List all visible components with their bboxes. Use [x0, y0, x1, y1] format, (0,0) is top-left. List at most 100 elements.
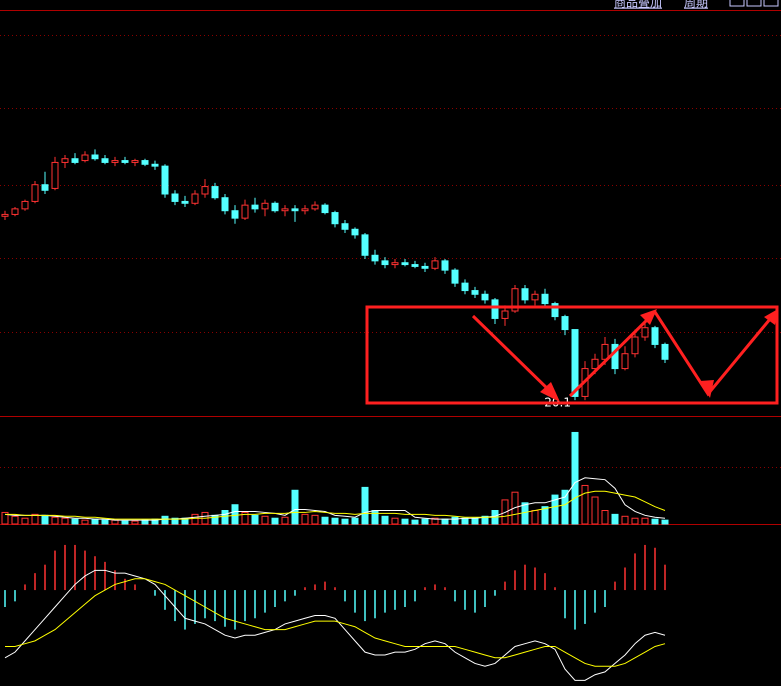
candle-body — [111, 160, 119, 163]
volume-bar — [321, 516, 329, 525]
volume-bar — [661, 519, 669, 525]
candle-body — [661, 343, 669, 360]
candle-body — [461, 282, 469, 292]
candle-body — [421, 265, 429, 269]
volume-bar — [131, 520, 139, 525]
indicator-line — [5, 578, 666, 667]
candle-body — [91, 154, 99, 160]
volume-bar — [521, 502, 529, 525]
candle-body — [251, 204, 259, 210]
arrowhead — [700, 380, 714, 398]
candle-body — [311, 204, 319, 210]
candle-body — [391, 262, 399, 266]
volume-bar — [621, 515, 629, 525]
candle-body — [471, 290, 479, 295]
volume-bar — [311, 514, 319, 525]
candle-body — [211, 186, 219, 199]
candle-body — [441, 260, 449, 271]
volume-bar — [611, 513, 619, 525]
candle-body — [561, 316, 569, 331]
volume-bar — [451, 516, 459, 525]
volume-bar — [121, 520, 129, 525]
volume-bar — [341, 518, 349, 525]
candle-body — [181, 200, 189, 204]
candle-body — [501, 310, 509, 319]
volume-bar — [21, 517, 29, 525]
volume-bar — [351, 517, 359, 525]
frame — [0, 10, 781, 525]
toolbar-button[interactable] — [746, 0, 762, 7]
volume-bar — [381, 515, 389, 525]
candle-body — [541, 293, 549, 305]
candle-body — [621, 353, 629, 370]
candle-body — [341, 223, 349, 230]
candle-body — [261, 202, 269, 210]
candle-body — [101, 158, 109, 163]
volume-bar — [371, 510, 379, 525]
volume-bar — [461, 517, 469, 525]
volume-bar — [331, 517, 339, 525]
arrowhead — [640, 309, 657, 325]
candle-body — [531, 293, 539, 301]
candle-body — [141, 160, 149, 165]
candle-body — [201, 186, 209, 195]
toolbar-item[interactable]: 商品叠加 — [614, 0, 662, 10]
arrowhead — [540, 382, 560, 402]
volume-bar — [61, 517, 69, 525]
candle-body — [491, 299, 499, 319]
toolbar-button[interactable] — [729, 0, 745, 7]
candle-body — [321, 204, 329, 214]
volume-bar — [291, 489, 299, 525]
candle-body — [591, 358, 599, 370]
volume-bar — [111, 519, 119, 525]
candle-body — [601, 343, 609, 360]
volume-bar — [191, 513, 199, 525]
candle-body — [401, 262, 409, 266]
volume-bar — [11, 515, 19, 525]
volume-bar — [51, 516, 59, 525]
candle-body — [31, 184, 39, 202]
candle-body — [151, 163, 159, 167]
volume-bar — [301, 513, 309, 525]
candle-body — [61, 158, 69, 163]
candle-body — [171, 193, 179, 202]
candle-body — [411, 264, 419, 267]
arrowhead — [764, 309, 778, 325]
volume-bar — [441, 518, 449, 525]
candle-body — [631, 336, 639, 355]
volume-bar — [401, 518, 409, 525]
volume-bar — [591, 496, 599, 525]
candle-body — [21, 200, 29, 210]
volume-bar — [1, 511, 9, 525]
candle-body — [271, 202, 279, 212]
volume-bar — [141, 519, 149, 525]
volume-bar — [101, 519, 109, 525]
arrow — [471, 314, 555, 396]
volume-bar — [221, 510, 229, 525]
arrowheads — [540, 309, 778, 402]
volume-bar — [81, 519, 89, 525]
candle-body — [81, 154, 89, 162]
candle-body — [71, 158, 79, 163]
volume-bar — [91, 518, 99, 525]
candle-body — [161, 165, 169, 195]
volume-bar — [161, 515, 169, 525]
candle-body — [231, 210, 239, 219]
volume-bar — [171, 517, 179, 525]
candle-body — [511, 288, 519, 312]
annotation — [365, 305, 779, 405]
toolbar-item[interactable]: 周期 — [684, 0, 708, 10]
plot-area: 20.1 — [1, 149, 669, 681]
toolbar-button[interactable] — [763, 0, 779, 7]
candle-body — [351, 228, 359, 236]
candle-body — [451, 269, 459, 284]
volume-bar — [561, 489, 569, 525]
volume-bar — [581, 484, 589, 525]
volume-bar — [261, 515, 269, 525]
candle-body — [551, 303, 559, 318]
candle-body — [371, 254, 379, 262]
candle-body — [641, 327, 649, 338]
volume-bar — [651, 518, 659, 525]
